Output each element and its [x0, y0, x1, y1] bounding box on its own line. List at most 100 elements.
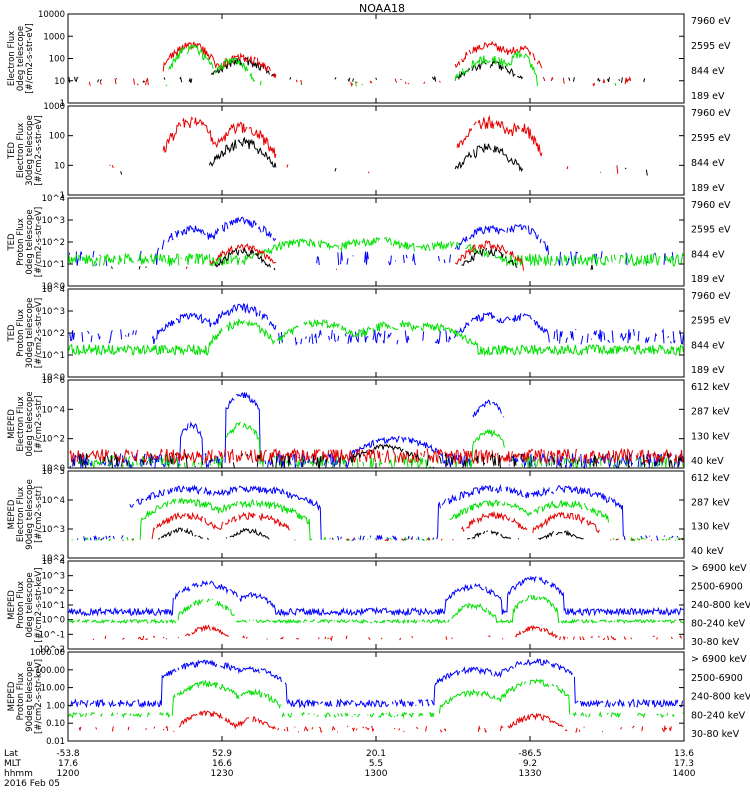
y-tick-label: 100.00	[35, 666, 65, 676]
panel-frame	[67, 288, 685, 378]
y-axis-label-line: 0deg telescope	[16, 26, 26, 91]
legend-entry: 2595 eV	[691, 41, 731, 52]
x-tick-label-hhmm: 1230	[211, 769, 234, 779]
legend-entry: 189 eV	[691, 274, 725, 285]
y-tick-label: 10^4	[42, 285, 65, 295]
y-tick-label: 100	[49, 132, 65, 142]
y-tick-label: 10^4	[42, 194, 65, 204]
y-axis-label-line: TED	[7, 324, 17, 343]
series-844-ev	[67, 236, 684, 267]
legend-entry: > 6900 keV	[691, 654, 747, 665]
y-axis-label-line: [#/cm2-s-str]	[34, 396, 44, 453]
y-tick-label: 10^3	[42, 216, 65, 226]
y-axis-label-line: Electron Flux	[16, 487, 26, 542]
y-tick-label: 10^2	[42, 329, 65, 339]
panel-frame	[67, 651, 685, 742]
series-287-kev	[69, 447, 684, 465]
series-2595-ev	[89, 42, 683, 86]
x-tick-label-hhmm: 1400	[673, 769, 696, 779]
y-axis-label: MEPEDProton Flux90deg telescope[#/cm2-s-…	[7, 659, 44, 734]
legend-entry: 7960 eV	[691, 108, 731, 119]
y-axis-label-line: [#/cm2-s-str-keV]	[34, 568, 44, 643]
y-tick-label: 10^2	[42, 238, 65, 248]
series-trace	[77, 486, 681, 541]
x-tick-label-hhmm: 1200	[57, 769, 80, 779]
x-tick-label-hhmm: 1330	[519, 769, 542, 779]
y-tick-label: 10^0	[42, 373, 65, 383]
panel-2: 1 10 100 1000 TEDElectron Flux30deg telescop…	[7, 102, 731, 201]
series-612-kev	[100, 527, 684, 541]
y-tick-label: 1000.00	[30, 648, 65, 658]
y-tick-label: 0.10	[46, 719, 65, 729]
series-trace	[79, 711, 682, 732]
y-axis-label-line: MEPED	[7, 590, 17, 620]
series-287-kev	[132, 510, 682, 542]
y-axis-label-line: 0deg telescope	[25, 572, 35, 637]
y-axis-label-line: Proton Flux	[16, 218, 26, 266]
x-tick-label-mlt: 5.5	[369, 759, 383, 769]
y-axis-label: TEDProton Flux0deg telescope[#/cm2-s-str…	[7, 207, 44, 277]
series-80-240-kev	[68, 678, 684, 719]
panel-frame	[67, 105, 685, 196]
legend-entry: 80-240 keV	[691, 710, 746, 721]
y-tick-label: 10.00	[41, 684, 65, 694]
y-axis-label-line: 30deg telescope	[25, 115, 35, 186]
legend-entry: 2595 eV	[691, 316, 731, 327]
series-trace	[89, 42, 683, 86]
y-tick-label: 10000	[38, 10, 65, 20]
series-844-ev	[67, 317, 684, 357]
series-trace	[69, 658, 683, 709]
legend-entry: 189 eV	[691, 365, 725, 376]
x-tick-label-lat: 13.6	[674, 749, 694, 759]
y-tick-label: 10^0	[42, 464, 65, 474]
series-trace	[72, 443, 682, 470]
y-tick-label: 1000	[43, 102, 65, 112]
y-axis-label-line: Electron Flux	[16, 123, 26, 178]
x-tick-label-lat: -53.8	[56, 749, 80, 759]
y-axis-label-line: [#/cm2-s-str-eV]	[34, 298, 44, 368]
legend-entry: 844 eV	[691, 66, 725, 77]
series-30-80-kev	[69, 658, 683, 709]
series-240-800-kev	[92, 624, 682, 642]
y-tick-label: 1	[60, 99, 65, 109]
y-tick-label: 10^3	[42, 307, 65, 317]
y-tick-label: 100	[49, 55, 65, 65]
series-240-800-kev	[79, 711, 682, 732]
y-tick-label: 10	[54, 77, 65, 87]
y-tick-label: 10^1	[42, 260, 65, 270]
y-axis-label-line: Electron Flux	[16, 396, 26, 451]
y-tick-label: 10^-1	[39, 630, 65, 640]
legend-entry: 189 eV	[691, 91, 725, 102]
legend-entry: 40 keV	[691, 546, 724, 557]
panel-frame	[67, 470, 685, 559]
legend-entry: 240-800 keV	[691, 600, 750, 611]
legend-entry: 2595 eV	[691, 133, 731, 144]
legend-entry: 30-80 keV	[691, 637, 740, 648]
y-axis-label-line: TED	[7, 233, 17, 252]
series-612-kev	[72, 443, 682, 470]
legend-entry: 7960 eV	[691, 16, 731, 27]
y-axis-label-line: 0deg telescope	[25, 391, 35, 456]
panel-frame	[67, 13, 685, 104]
series-844-ev	[166, 45, 684, 86]
y-axis-label: Electron Flux0deg telescope[#/cm2-s-str-…	[7, 23, 35, 93]
y-axis-label-line: 90deg telescope	[25, 479, 35, 550]
date-label: 2016 Feb 05	[4, 779, 60, 789]
x-tick-label-lat: 52.9	[212, 749, 232, 759]
y-axis-label: MEPEDElectron Flux90deg telescope[#/cm2-…	[7, 479, 44, 550]
legend-entry: > 6900 keV	[691, 563, 747, 574]
y-tick-label: 10^4	[42, 405, 65, 415]
y-axis-label-line: Electron Flux	[7, 31, 17, 86]
y-axis-label-line: MEPED	[7, 409, 17, 439]
legend-entry: 130 keV	[691, 431, 730, 442]
series-189-ev	[69, 302, 684, 346]
y-tick-label: 10^3	[42, 525, 65, 535]
legend-entry: 844 eV	[691, 158, 725, 169]
figure-title: NOAA18	[359, 2, 405, 15]
legend-entry: 612 keV	[691, 382, 730, 393]
legend-entry: 80-240 keV	[691, 619, 746, 630]
y-tick-label: 10^1	[42, 601, 65, 611]
legend-entry: 2595 eV	[691, 225, 731, 236]
